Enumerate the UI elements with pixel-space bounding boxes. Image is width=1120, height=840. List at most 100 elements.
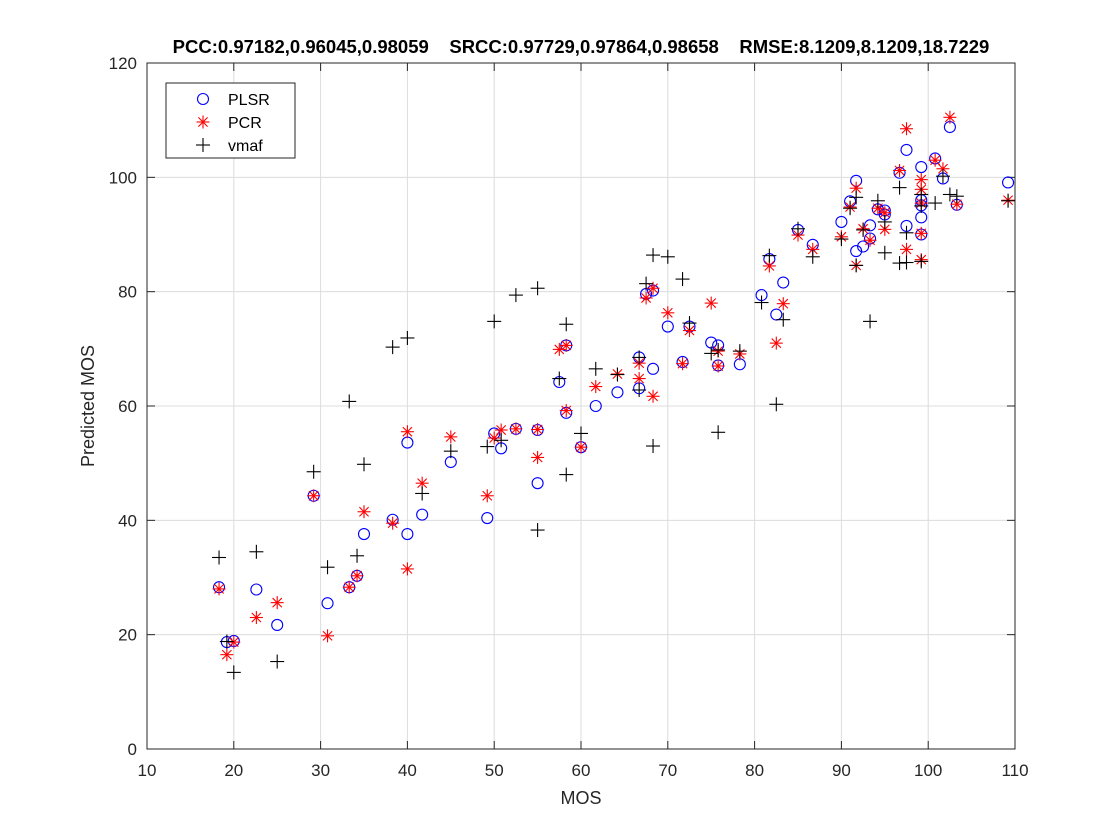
vmaf-point bbox=[928, 196, 943, 211]
y-axis-label: Predicted MOS bbox=[78, 345, 98, 467]
y-tick-label: 20 bbox=[118, 626, 137, 645]
vmaf-point bbox=[357, 457, 371, 472]
legend-entry-pcr: PCR bbox=[196, 115, 262, 132]
vmaf-point bbox=[415, 486, 430, 501]
pcr-point bbox=[249, 611, 263, 625]
vmaf-point bbox=[914, 198, 929, 213]
vmaf-point bbox=[588, 361, 603, 376]
x-tick-label: 100 bbox=[914, 761, 942, 780]
vmaf-point bbox=[632, 382, 647, 397]
plsr-point bbox=[416, 508, 429, 521]
x-tick-label: 10 bbox=[138, 761, 157, 780]
plsr-point bbox=[589, 399, 602, 413]
vmaf-point bbox=[350, 548, 365, 563]
legend-box bbox=[165, 82, 296, 159]
legend-label-vmaf: vmaf bbox=[228, 138, 263, 155]
pcr-point bbox=[661, 306, 675, 320]
vmaf-point bbox=[530, 523, 545, 538]
vmaf-point bbox=[660, 249, 675, 264]
plsr-point bbox=[1002, 176, 1015, 189]
vmaf-point bbox=[632, 350, 647, 365]
legend-label-pcr: PCR bbox=[228, 115, 262, 132]
pcr-point bbox=[559, 404, 573, 418]
vmaf-point bbox=[574, 426, 588, 441]
x-tick-label: 90 bbox=[832, 761, 851, 780]
pcr-point bbox=[711, 359, 725, 373]
legend-marker-plsr bbox=[196, 92, 210, 106]
vmaf-point bbox=[385, 340, 400, 355]
series-pcr bbox=[212, 110, 1015, 662]
vmaf-point bbox=[704, 346, 719, 361]
vmaf-point bbox=[480, 439, 495, 454]
vmaf-point bbox=[270, 654, 285, 669]
pcr-point bbox=[342, 580, 356, 594]
y-tick-label: 80 bbox=[118, 283, 137, 302]
plsr-point bbox=[777, 276, 790, 289]
pcr-point bbox=[878, 222, 892, 236]
legend-entries: PLSR PCR vmaf bbox=[196, 92, 270, 155]
y-tick-label: 120 bbox=[109, 54, 137, 73]
vmaf-point bbox=[949, 189, 964, 204]
pcr-point bbox=[400, 425, 414, 439]
x-tick-label: 40 bbox=[398, 761, 417, 780]
plsr-point bbox=[646, 362, 660, 375]
x-tick-label: 70 bbox=[658, 761, 677, 780]
pcr-point bbox=[531, 450, 545, 464]
pcr-point bbox=[914, 226, 928, 240]
pcr-point bbox=[704, 296, 718, 310]
pcr-point bbox=[270, 596, 284, 610]
pcr-point bbox=[776, 297, 790, 311]
vmaf-point bbox=[863, 314, 878, 329]
vmaf-point bbox=[639, 276, 654, 291]
vmaf-point bbox=[675, 272, 690, 287]
y-tick-label: 100 bbox=[109, 168, 137, 187]
pcr-point bbox=[487, 431, 501, 445]
vmaf-point bbox=[776, 312, 791, 327]
pcr-point bbox=[321, 629, 335, 643]
plsr-point bbox=[835, 215, 848, 228]
vmaf-point bbox=[877, 214, 892, 229]
plsr-point bbox=[863, 219, 877, 232]
pcr-point bbox=[307, 489, 321, 503]
x-tick-label: 110 bbox=[1001, 761, 1028, 780]
vmaf-point bbox=[342, 394, 357, 409]
pcr-point bbox=[943, 110, 957, 124]
vmaf-point bbox=[487, 314, 502, 329]
chart-title: PCC:0.97182,0.96045,0.98059 SRCC:0.97729… bbox=[173, 36, 990, 57]
vmaf-point bbox=[805, 249, 820, 264]
pcr-point bbox=[444, 430, 458, 444]
vmaf-point bbox=[843, 201, 858, 216]
plsr-point bbox=[531, 477, 544, 490]
plsr-point bbox=[915, 160, 928, 174]
vmaf-point bbox=[856, 222, 871, 237]
pcr-point bbox=[386, 516, 400, 530]
series-vmaf bbox=[212, 169, 1016, 680]
pcr-point bbox=[632, 372, 646, 386]
y-tick-label: 40 bbox=[118, 511, 137, 530]
pcr-point bbox=[762, 259, 776, 273]
vmaf-point bbox=[834, 232, 849, 247]
x-tick-label: 30 bbox=[311, 761, 330, 780]
vmaf-point bbox=[935, 169, 950, 184]
vmaf-point bbox=[899, 255, 914, 270]
vmaf-point bbox=[849, 258, 864, 273]
plsr-point bbox=[321, 597, 334, 610]
vmaf-point bbox=[508, 288, 523, 303]
vmaf-point bbox=[762, 248, 777, 263]
vmaf-point bbox=[849, 190, 864, 205]
plsr-point bbox=[661, 320, 674, 333]
vmaf-point bbox=[219, 634, 234, 649]
vmaf-point bbox=[769, 397, 784, 412]
y-tick-label: 0 bbox=[128, 740, 137, 759]
vmaf-point bbox=[892, 180, 907, 195]
vmaf-point bbox=[711, 425, 726, 440]
vmaf-point bbox=[559, 317, 574, 332]
legend-entry-plsr: PLSR bbox=[196, 92, 270, 109]
vmaf-point bbox=[899, 225, 914, 240]
pcr-point bbox=[509, 422, 523, 436]
pcr-point bbox=[769, 336, 783, 350]
legend-entry-vmaf: vmaf bbox=[196, 138, 263, 155]
plsr-point bbox=[857, 240, 870, 253]
plsr-point bbox=[250, 583, 263, 596]
